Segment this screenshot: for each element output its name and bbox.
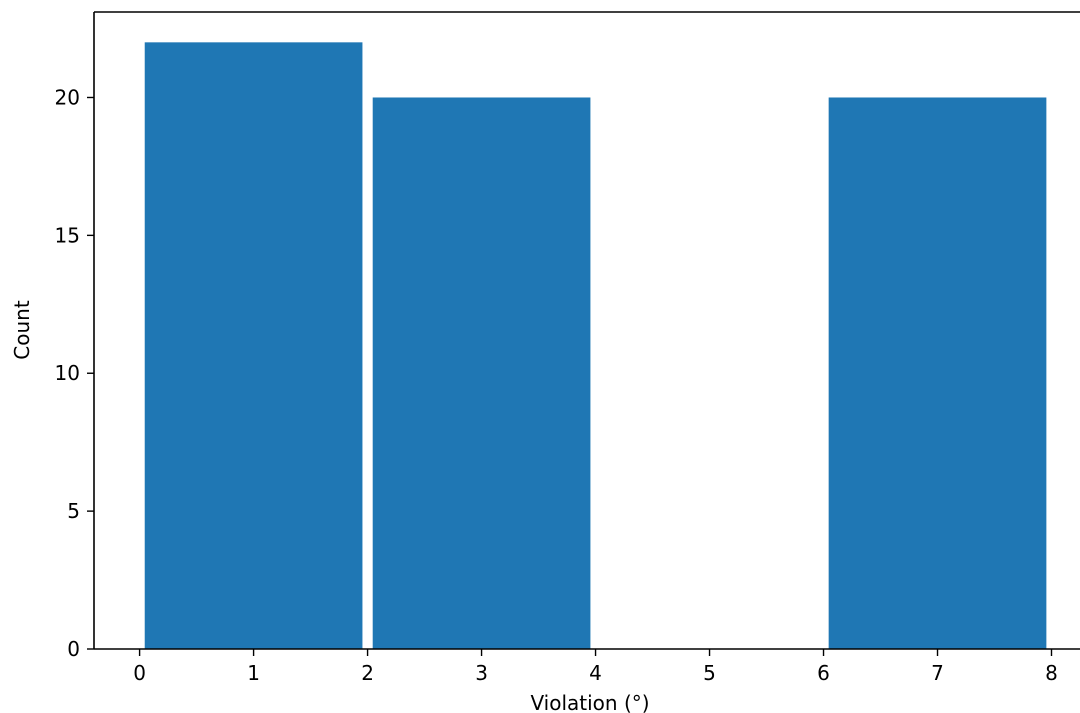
y-tick-label: 10 bbox=[55, 361, 80, 385]
x-tick-label: 3 bbox=[475, 661, 488, 685]
histogram-bar-1 bbox=[372, 97, 591, 649]
y-tick-label: 20 bbox=[55, 85, 80, 109]
x-tick-label: 7 bbox=[931, 661, 944, 685]
y-tick-label: 5 bbox=[67, 499, 80, 523]
x-tick-label: 1 bbox=[247, 661, 260, 685]
y-axis-label: Count bbox=[10, 300, 34, 360]
y-tick-label: 15 bbox=[55, 223, 80, 247]
x-tick-label: 8 bbox=[1045, 661, 1058, 685]
bars-layer bbox=[144, 42, 1047, 650]
x-tick-label: 4 bbox=[589, 661, 602, 685]
y-tick-label: 0 bbox=[67, 637, 80, 661]
x-tick-label: 0 bbox=[133, 661, 146, 685]
x-tick-label: 2 bbox=[361, 661, 374, 685]
x-axis-label: Violation (°) bbox=[530, 691, 649, 713]
axes-layer: 0 1 2 3 4 5 6 7 8 0 5 10 15 20 bbox=[55, 11, 1080, 685]
x-tick-label: 6 bbox=[817, 661, 830, 685]
x-tick-label: 5 bbox=[703, 661, 716, 685]
histogram-bar-0 bbox=[144, 42, 363, 650]
histogram-bar-2 bbox=[828, 97, 1047, 649]
